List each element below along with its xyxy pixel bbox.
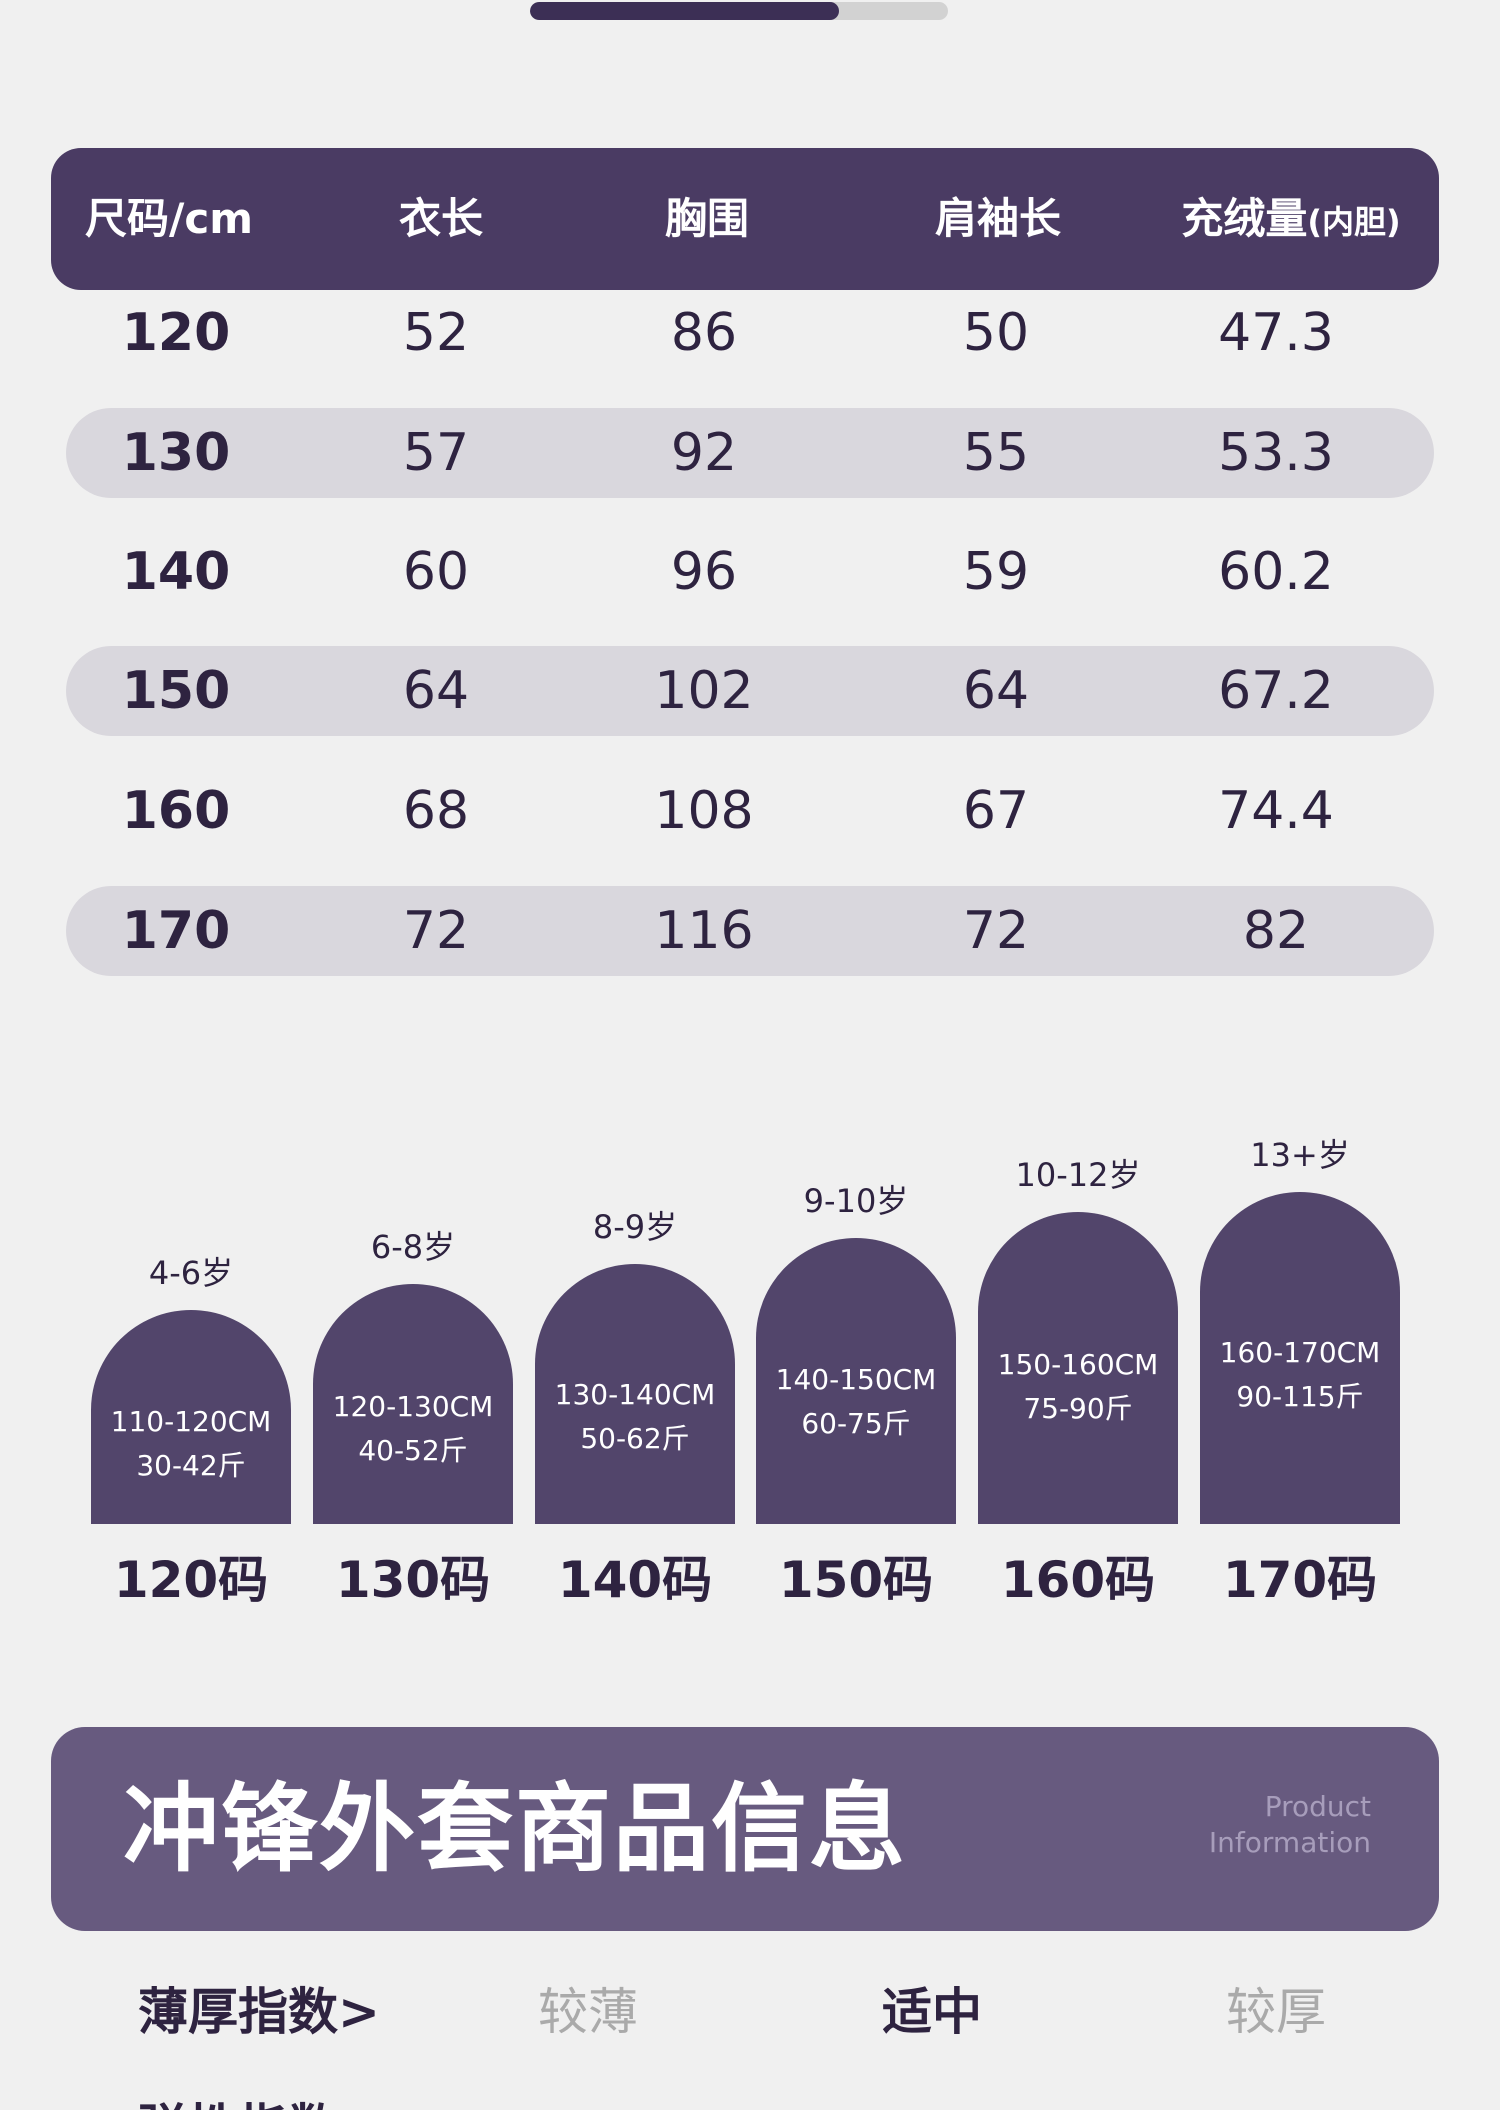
scroll-progress-bar bbox=[530, 2, 948, 20]
thickness-option-thick: 较厚 bbox=[1226, 1983, 1326, 2041]
table-cell: 170 bbox=[121, 901, 231, 961]
elasticity-index-label: 弹性指数 bbox=[138, 2088, 338, 2110]
header-down-fill: 充绒量(内胆) bbox=[1156, 148, 1426, 290]
table-row: 130 57 92 55 53.3 bbox=[66, 408, 1434, 498]
banner-title: 冲锋外套商品信息 bbox=[123, 1773, 907, 1885]
size-table-header: 尺码/cm 衣长 胸围 肩袖长 充绒量(内胆) bbox=[51, 148, 1439, 290]
size-arch: 150-160CM 75-90斤 bbox=[978, 1212, 1178, 1524]
table-cell: 74.4 bbox=[1218, 781, 1334, 841]
table-cell: 60 bbox=[402, 542, 470, 602]
height-range: 150-160CM bbox=[997, 1348, 1159, 1382]
size-code-label: 120码 bbox=[113, 1551, 269, 1609]
table-cell: 116 bbox=[654, 901, 754, 961]
table-cell: 108 bbox=[654, 781, 754, 841]
table-cell: 86 bbox=[670, 303, 738, 363]
table-cell: 140 bbox=[121, 542, 231, 602]
scroll-progress-fill bbox=[530, 2, 840, 20]
age-label: 6-8岁 bbox=[370, 1228, 456, 1266]
size-arch: 110-120CM 30-42斤 bbox=[91, 1310, 291, 1524]
banner-subtitle: Product Information bbox=[1171, 1789, 1371, 1861]
thickness-index-label: 薄厚指数> bbox=[138, 1983, 380, 2041]
age-label: 8-9岁 bbox=[592, 1208, 678, 1246]
product-info-banner: 冲锋外套商品信息 Product Information bbox=[51, 1727, 1439, 1931]
size-arch: 160-170CM 90-115斤 bbox=[1200, 1192, 1400, 1524]
thickness-option-thin: 较薄 bbox=[538, 1983, 638, 2041]
header-down-fill-label: 充绒量 bbox=[1181, 194, 1308, 243]
table-cell: 150 bbox=[121, 661, 231, 721]
table-cell: 64 bbox=[402, 661, 470, 721]
header-sleeve: 肩袖长 bbox=[934, 194, 1061, 243]
table-cell: 47.3 bbox=[1218, 303, 1334, 363]
banner-subtitle-line1: Product bbox=[1264, 1790, 1371, 1823]
table-cell: 68 bbox=[402, 781, 470, 841]
size-arch: 140-150CM 60-75斤 bbox=[756, 1238, 956, 1524]
table-cell: 67 bbox=[962, 781, 1030, 841]
size-code-label: 130码 bbox=[335, 1551, 491, 1609]
height-range: 140-150CM bbox=[775, 1363, 937, 1397]
table-cell: 53.3 bbox=[1218, 423, 1334, 483]
table-cell: 55 bbox=[962, 423, 1030, 483]
height-range: 110-120CM bbox=[110, 1404, 272, 1438]
table-cell: 82 bbox=[1242, 901, 1310, 961]
header-chest: 胸围 bbox=[664, 194, 749, 243]
table-cell: 57 bbox=[402, 423, 470, 483]
table-row: 120 52 86 50 47.3 bbox=[66, 288, 1434, 378]
table-cell: 92 bbox=[670, 423, 738, 483]
weight-range: 90-115斤 bbox=[1236, 1380, 1364, 1414]
table-row: 150 64 102 64 67.2 bbox=[66, 646, 1434, 736]
age-label: 4-6岁 bbox=[148, 1254, 234, 1292]
size-code-label: 140码 bbox=[557, 1551, 713, 1609]
table-cell: 96 bbox=[670, 542, 738, 602]
age-label: 13+岁 bbox=[1250, 1136, 1350, 1174]
table-cell: 120 bbox=[121, 303, 231, 363]
weight-range: 75-90斤 bbox=[1023, 1392, 1133, 1426]
weight-range: 50-62斤 bbox=[580, 1422, 690, 1456]
weight-range: 30-42斤 bbox=[136, 1448, 246, 1482]
height-range: 120-130CM bbox=[332, 1389, 494, 1423]
header-length: 衣长 bbox=[398, 194, 483, 243]
table-cell: 59 bbox=[962, 542, 1030, 602]
table-cell: 60.2 bbox=[1218, 542, 1334, 602]
table-row: 170 72 116 72 82 bbox=[66, 886, 1434, 976]
age-label: 9-10岁 bbox=[803, 1182, 909, 1220]
table-cell: 72 bbox=[402, 901, 470, 961]
size-arch: 130-140CM 50-62斤 bbox=[535, 1264, 735, 1524]
header-size: 尺码/cm bbox=[84, 194, 253, 243]
height-range: 160-170CM bbox=[1219, 1336, 1381, 1370]
table-cell: 130 bbox=[121, 423, 231, 483]
thickness-option-medium: 适中 bbox=[882, 1983, 982, 2041]
banner-subtitle-line2: Information bbox=[1208, 1826, 1371, 1859]
table-cell: 102 bbox=[654, 661, 754, 721]
table-cell: 72 bbox=[962, 901, 1030, 961]
size-code-label: 160码 bbox=[1000, 1551, 1156, 1609]
weight-range: 40-52斤 bbox=[358, 1433, 468, 1467]
table-cell: 50 bbox=[962, 303, 1030, 363]
table-cell: 67.2 bbox=[1218, 661, 1334, 721]
header-down-fill-note: (内胆) bbox=[1307, 203, 1401, 241]
table-cell: 160 bbox=[121, 781, 231, 841]
weight-range: 60-75斤 bbox=[801, 1407, 911, 1441]
table-row: 160 68 108 67 74.4 bbox=[66, 766, 1434, 856]
height-range: 130-140CM bbox=[554, 1378, 716, 1412]
age-label: 10-12岁 bbox=[1015, 1156, 1141, 1194]
size-code-label: 170码 bbox=[1222, 1551, 1378, 1609]
table-row: 140 60 96 59 60.2 bbox=[66, 527, 1434, 617]
table-cell: 64 bbox=[962, 661, 1030, 721]
size-code-label: 150码 bbox=[778, 1551, 934, 1609]
size-arch: 120-130CM 40-52斤 bbox=[313, 1284, 513, 1524]
table-cell: 52 bbox=[402, 303, 470, 363]
